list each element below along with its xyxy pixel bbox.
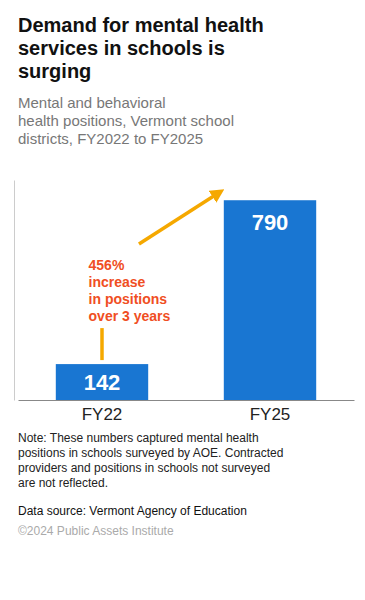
note-line: positions in schools surveyed by AOE. Co… bbox=[18, 446, 283, 460]
title: Demand for mental healthservices in scho… bbox=[18, 14, 264, 82]
note: Note: These numbers captured mental heal… bbox=[18, 431, 283, 490]
y-axis-line bbox=[14, 181, 15, 401]
note: Data source: Vermont Agency of Education bbox=[18, 504, 247, 518]
x-tick-label: FY25 bbox=[250, 405, 291, 424]
note-line: providers and positions in schools not s… bbox=[18, 461, 270, 475]
note-line: are not reflected. bbox=[18, 476, 108, 490]
note: ©2024 Public Assets Institute bbox=[18, 524, 174, 538]
data-label: 142 bbox=[84, 370, 121, 395]
chart: Demand for mental healthservices in scho… bbox=[0, 0, 365, 600]
subtitle: Mental and behavioralhealth positions, V… bbox=[18, 94, 234, 147]
title-line: Demand for mental health bbox=[18, 14, 264, 36]
note-line: ©2024 Public Assets Institute bbox=[18, 524, 174, 538]
x-axis-line bbox=[19, 400, 355, 401]
subtitle-line: districts, FY2022 to FY2025 bbox=[18, 130, 203, 147]
annotation-group: 456%increasein positionsover 3 years bbox=[89, 192, 220, 360]
connector bbox=[100, 328, 104, 360]
annotation: 456%increasein positionsover 3 years bbox=[89, 257, 171, 324]
data-label: 790 bbox=[252, 210, 289, 235]
annotation-line: 456% bbox=[89, 257, 125, 273]
x-tick: FY22 bbox=[82, 405, 123, 424]
annotation-line: increase bbox=[89, 274, 146, 290]
bar bbox=[56, 364, 148, 400]
title-line: services in schools is bbox=[18, 37, 225, 59]
note-line: Data source: Vermont Agency of Education bbox=[18, 504, 247, 518]
note-line: Note: These numbers captured mental heal… bbox=[18, 431, 259, 445]
bars bbox=[56, 200, 316, 400]
y-axis bbox=[14, 181, 15, 401]
x-tick: FY25 bbox=[250, 405, 291, 424]
bar bbox=[224, 200, 316, 400]
x-tick-label: FY22 bbox=[82, 405, 123, 424]
x-axis: FY22 FY25 bbox=[19, 401, 355, 425]
annotation-line: in positions bbox=[89, 291, 168, 307]
data-labels: 142 790 bbox=[84, 210, 289, 395]
subtitle-line: health positions, Vermont school bbox=[18, 112, 234, 129]
subtitle-line: Mental and behavioral bbox=[18, 94, 166, 111]
arrow bbox=[139, 192, 220, 244]
title-line: surging bbox=[18, 60, 91, 82]
annotation-line: over 3 years bbox=[89, 308, 171, 324]
